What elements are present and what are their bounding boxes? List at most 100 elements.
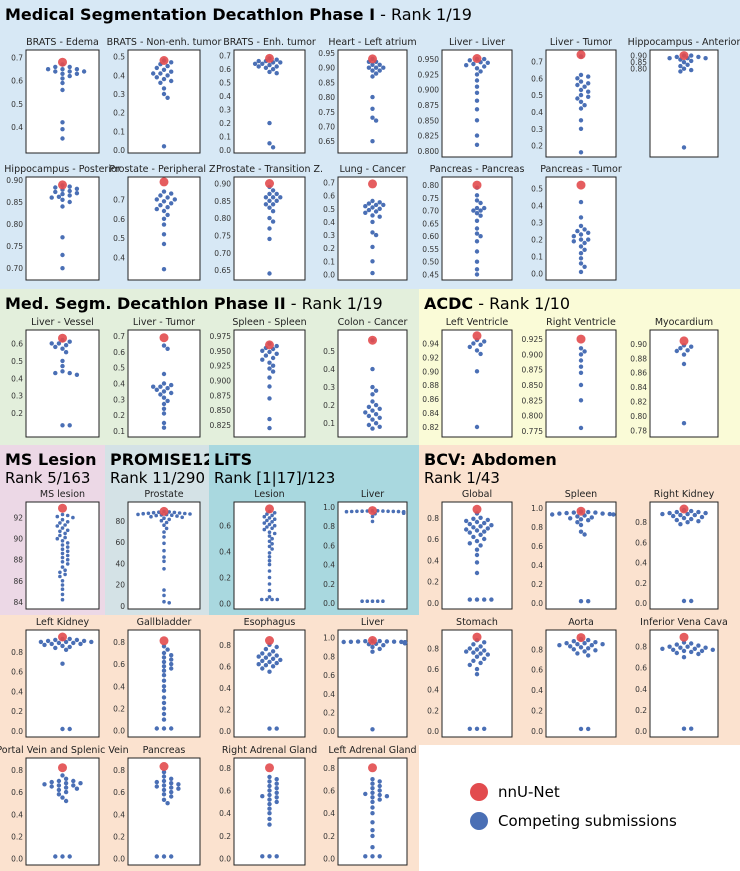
competing-point: [689, 508, 694, 514]
plot-title: Spleen: [565, 489, 597, 500]
competing-point: [267, 575, 272, 580]
competing-point: [478, 351, 483, 357]
y-tick-label: 0.2: [11, 409, 23, 418]
competing-point: [53, 637, 58, 643]
competing-point: [589, 515, 594, 520]
y-tick-label: 0.55: [422, 245, 439, 254]
competing-point: [60, 136, 65, 141]
competing-point: [60, 71, 65, 77]
plot-title: Gallbladder: [137, 617, 192, 628]
competing-point: [674, 54, 679, 60]
competing-point: [162, 548, 166, 553]
competing-point: [151, 384, 156, 389]
competing-point: [478, 660, 483, 666]
competing-point: [370, 519, 375, 524]
y-tick-label: 0.3: [113, 395, 125, 404]
competing-point: [267, 522, 272, 527]
competing-point: [474, 348, 480, 353]
y-tick-label: 0.1: [323, 257, 335, 266]
y-tick-label: 0.8: [427, 644, 439, 653]
competing-point: [578, 215, 584, 220]
y-tick-label: 0.8: [323, 522, 335, 531]
competing-point: [578, 522, 584, 528]
y-tick-label: 0.65: [318, 137, 335, 146]
y-tick-label: 0.1: [531, 253, 543, 262]
competing-point: [274, 795, 279, 800]
competing-point: [564, 510, 569, 516]
competing-point: [262, 521, 267, 525]
competing-point: [373, 388, 379, 393]
competing-point: [267, 595, 272, 599]
competing-point: [53, 344, 58, 350]
y-tick-label: 0.5: [11, 357, 23, 366]
competing-point: [370, 244, 375, 250]
competing-point: [274, 790, 279, 795]
competing-point: [63, 781, 69, 786]
competing-point: [377, 797, 382, 802]
nnunet-point: [368, 54, 377, 64]
competing-point: [274, 653, 279, 658]
y-tick-label: 0.7: [323, 179, 335, 188]
competing-point: [267, 788, 272, 793]
competing-point: [162, 588, 166, 592]
y-tick-label: 0.75: [6, 242, 23, 251]
plot-title: BRATS - Non-enh. tumor: [107, 37, 222, 48]
y-tick-label: 0.5: [531, 91, 543, 100]
competing-point: [377, 424, 382, 429]
competing-point: [692, 512, 697, 518]
y-tick-label: 0.4: [323, 809, 335, 818]
competing-point: [485, 526, 490, 531]
y-tick-label: 0.85: [6, 198, 23, 207]
competing-point: [60, 363, 65, 369]
competing-point: [188, 512, 192, 516]
competing-point: [474, 66, 480, 71]
competing-point: [158, 203, 163, 208]
competing-point: [172, 197, 177, 202]
y-tick-label: 0.4: [219, 92, 231, 101]
y-tick-label: 84: [13, 598, 23, 607]
y-tick-label: 0.2: [531, 142, 543, 151]
nnunet-point: [265, 636, 274, 645]
nnunet-point: [368, 636, 377, 645]
competing-point: [402, 641, 408, 646]
nnunet-point: [58, 333, 67, 343]
competing-point: [63, 531, 67, 536]
competing-point: [267, 816, 272, 822]
competing-point: [58, 533, 62, 538]
competing-point: [65, 528, 70, 533]
competing-point: [169, 776, 174, 781]
competing-point: [67, 64, 72, 70]
competing-point: [65, 557, 70, 562]
y-tick-label: 0.4: [323, 365, 335, 374]
plot-title: Liver - Vessel: [31, 317, 94, 328]
competing-point: [386, 509, 390, 514]
competing-point: [169, 794, 174, 799]
y-tick-label: 0.800: [418, 147, 440, 156]
competing-point: [370, 74, 375, 79]
y-tick-label: 0.6: [323, 541, 335, 550]
competing-point: [170, 513, 174, 517]
competing-point: [60, 726, 65, 732]
y-tick-label: 20: [115, 581, 125, 590]
y-tick-label: 0.2: [219, 832, 231, 841]
y-tick-label: 0.70: [214, 249, 231, 258]
plot-title: Heart - Left atrium: [328, 37, 416, 48]
competing-point: [56, 783, 62, 788]
competing-point: [63, 639, 69, 645]
y-tick-label: 0.95: [318, 49, 335, 58]
nnunet-point: [265, 504, 274, 514]
y-tick-label: 0.8: [323, 764, 335, 773]
y-tick-label: 80: [115, 517, 125, 526]
competing-point: [42, 782, 47, 787]
competing-point: [165, 195, 170, 200]
nnunet-point: [679, 51, 689, 61]
plot-title: Liver - Liver: [449, 37, 505, 48]
plot-title: BRATS - Enh. tumor: [223, 37, 316, 48]
competing-point: [685, 62, 690, 67]
competing-point: [373, 118, 379, 123]
competing-point: [482, 597, 487, 602]
competing-point: [265, 518, 269, 523]
y-tick-label: 0.825: [522, 396, 544, 405]
y-tick-label: 0.875: [418, 101, 440, 110]
y-tick-label: 0.8: [531, 523, 543, 532]
